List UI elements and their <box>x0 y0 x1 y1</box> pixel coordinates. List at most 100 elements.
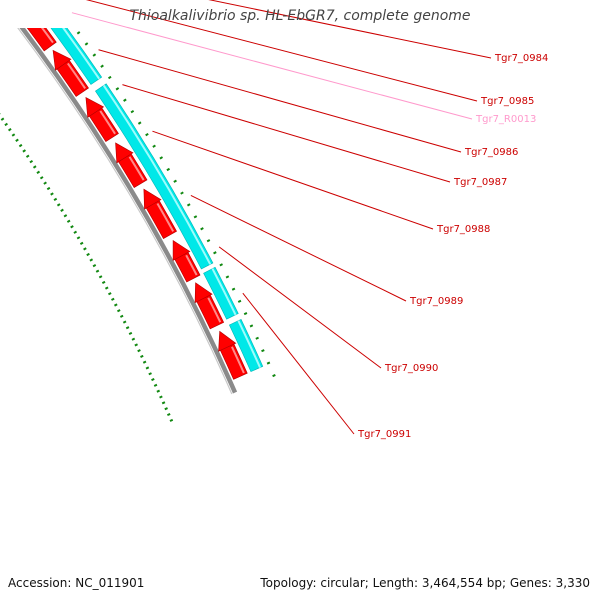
scale-dot <box>18 143 23 148</box>
scale-dot <box>114 303 118 307</box>
inner-dot <box>200 227 204 231</box>
scale-dot <box>25 154 30 158</box>
gene-label-Tgr7_0984: Tgr7_0984 <box>494 53 548 64</box>
scale-dot <box>11 133 16 137</box>
cds-reverse-shine-4 <box>0 0 47 5</box>
scale-dot <box>161 401 166 405</box>
scale-dot <box>39 176 44 180</box>
scale-dot <box>43 181 47 185</box>
scale-dot <box>46 186 51 191</box>
scale-dot <box>153 383 158 387</box>
scale-dot <box>4 122 8 127</box>
gene-label-Tgr7_R0013: Tgr7_R0013 <box>475 114 536 125</box>
cds-forward-shine-1 <box>207 297 222 323</box>
scale-dot <box>116 309 121 313</box>
inner-dot <box>243 312 248 316</box>
scale-dot <box>128 331 133 336</box>
topology-text: Topology: circular; Length: 3,464,554 bp… <box>260 576 590 590</box>
scale-dot <box>86 252 90 257</box>
inner-dot <box>107 75 112 80</box>
inner-dot <box>137 121 142 125</box>
scale-dot <box>145 366 150 370</box>
scale-dot <box>148 372 152 376</box>
inner-dot <box>166 167 171 172</box>
accession-text: Accession: NC_011901 <box>8 576 145 590</box>
scale-ticks: 1066 kbp1067 kbp1068 kbp1069 kbp1070 kbp… <box>0 0 276 422</box>
cds-reverse-shine-1 <box>211 268 237 316</box>
scale-dot <box>0 117 5 121</box>
cds-forward-shine-5 <box>99 110 116 135</box>
inner-dot <box>53 0 55 1</box>
scale-dot <box>83 247 87 251</box>
cds-reverse-shine-0 <box>237 320 261 368</box>
scale-dot <box>119 314 124 318</box>
leader-Tgr7_0986 <box>98 49 462 153</box>
scale-dot <box>107 292 112 296</box>
scale-dot <box>92 263 97 268</box>
scale-dot <box>70 225 74 229</box>
scale-dot <box>131 337 136 341</box>
inner-dot <box>225 275 230 279</box>
inner-dot <box>115 87 120 91</box>
scale-dot <box>151 377 155 382</box>
leader-Tgr7_0988 <box>152 130 434 230</box>
cds-forward-6 <box>52 49 89 97</box>
cds-forward-shine-4 <box>128 156 145 181</box>
scale-dot <box>53 197 58 202</box>
inner-dot <box>231 287 236 291</box>
scale-dot <box>140 354 144 358</box>
cds-forward-8 <box>0 0 20 3</box>
inner-dot <box>173 179 177 183</box>
scale-dot <box>104 286 109 290</box>
scale-dot <box>169 418 174 422</box>
inner-dot <box>130 109 135 114</box>
cds-forward-1 <box>194 282 225 330</box>
cds-forward-shine-3 <box>156 203 175 232</box>
gene-labels: Tgr7_0984 Tgr7_0985 Tgr7_R0013 Tgr7_0986 Tgr… <box>71 0 548 440</box>
gene-label-Tgr7_0986: Tgr7_0986 <box>464 147 518 158</box>
gene-label-Tgr7_0990: Tgr7_0990 <box>384 363 438 374</box>
cds-forward-shine-0 <box>231 346 245 374</box>
cds-forward-7 <box>26 28 57 52</box>
inner-dot <box>92 53 97 57</box>
cds-reverse-2 <box>95 83 214 270</box>
cds-forward-shine-2 <box>185 254 198 276</box>
scale-dot <box>32 165 37 169</box>
inner-dot <box>76 31 81 35</box>
cds-forward-3 <box>143 188 177 239</box>
inner-dot <box>249 324 254 328</box>
scale-dot <box>111 297 115 301</box>
cds-forward-4 <box>115 142 148 188</box>
scale-dot <box>60 208 64 212</box>
scale-dot <box>50 192 54 196</box>
leader-Tgr7_0989 <box>190 195 407 302</box>
inner-dot <box>123 98 127 102</box>
inner-dot <box>152 144 156 148</box>
cds-reverse-3 <box>50 28 103 85</box>
leader-Tgr7_0991 <box>242 292 355 435</box>
scale-dot <box>159 395 163 399</box>
gene-label-Tgr7_0988: Tgr7_0988 <box>436 224 490 235</box>
leader-Tgr7_0987 <box>122 84 451 183</box>
cds-reverse-0 <box>228 318 264 373</box>
gene-label-Tgr7_0985: Tgr7_0985 <box>480 96 534 107</box>
backbone-arc <box>19 28 238 394</box>
cds-reverse-shine-2 <box>102 84 212 265</box>
map-title: Thioalkalivibrio sp. HL-EbGR7, complete … <box>129 8 471 24</box>
scale-dot <box>134 343 138 347</box>
scale-dot <box>15 138 19 142</box>
inner-dot <box>193 215 198 219</box>
cds-forward-0 <box>218 330 248 380</box>
backbone-highlight <box>17 28 233 395</box>
inner-dot <box>219 263 223 267</box>
gene-label-Tgr7_0989: Tgr7_0989 <box>409 296 463 307</box>
inner-dot <box>272 374 276 378</box>
scale-dot <box>8 128 12 132</box>
scale-dot <box>164 407 168 411</box>
leader-Tgr7_0984 <box>208 0 492 59</box>
scale-dot <box>122 320 127 324</box>
scale-dot <box>101 280 106 285</box>
leader-Tgr7_0990 <box>218 246 382 369</box>
scale-dot <box>89 258 94 262</box>
